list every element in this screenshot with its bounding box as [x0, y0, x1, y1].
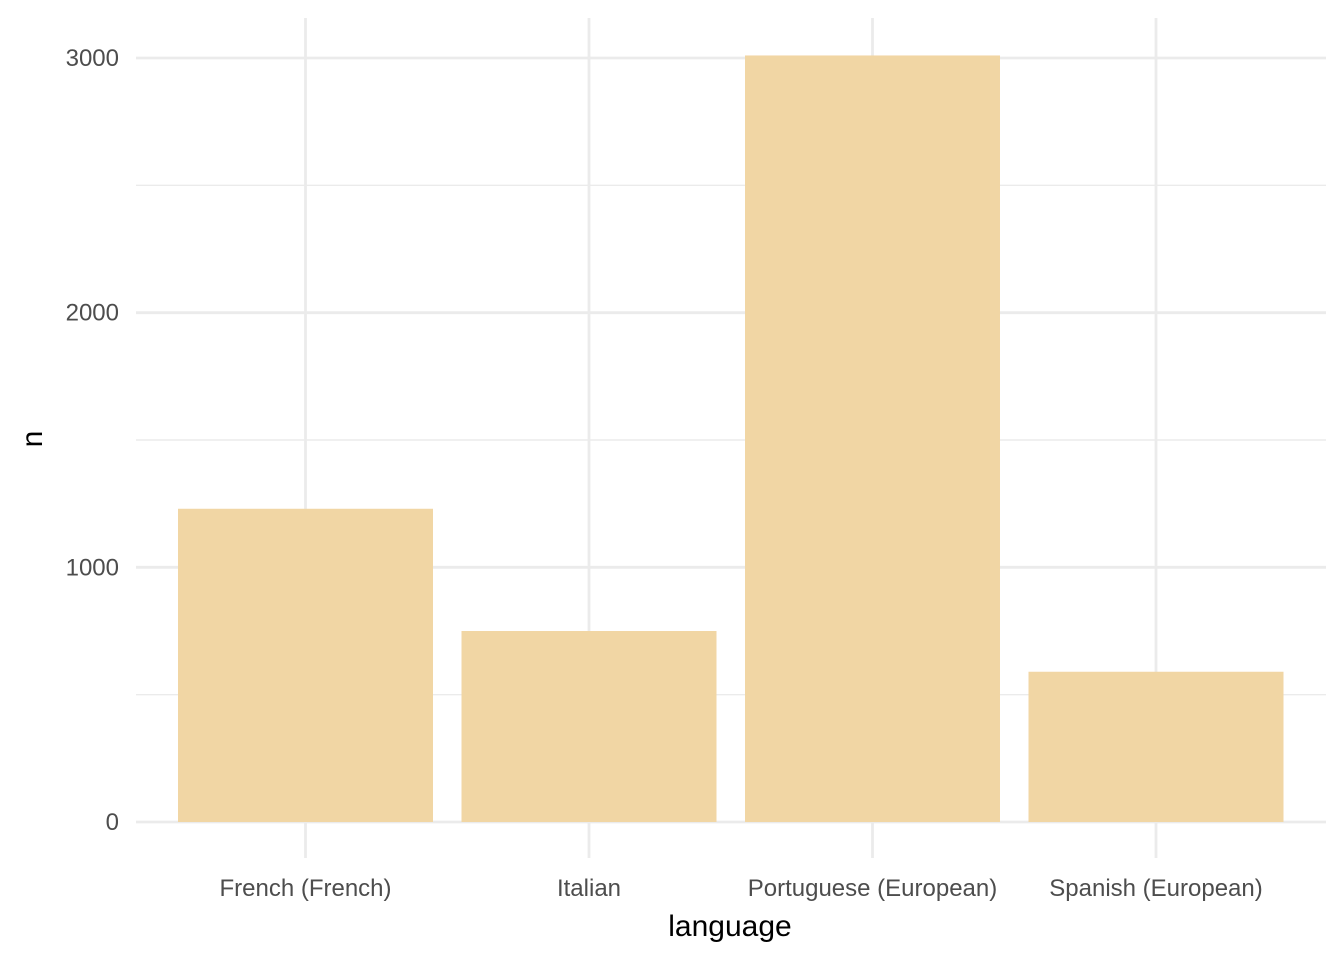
y-tick-label: 3000: [66, 45, 119, 72]
y-tick-labels: 0 1000 2000 3000: [66, 45, 119, 836]
bar-spanish-european: [1028, 671, 1284, 822]
y-tick-label: 2000: [66, 300, 119, 327]
y-axis-title: n: [16, 431, 49, 448]
x-tick-label: French (French): [219, 875, 391, 902]
x-tick-labels: French (French) Italian Portuguese (Europe…: [219, 875, 1262, 902]
y-tick-label: 0: [106, 809, 119, 836]
x-axis-title: language: [668, 910, 791, 943]
x-tick-label: Spanish (European): [1049, 875, 1262, 902]
bar-portuguese-european: [745, 55, 1000, 823]
bar-italian: [461, 631, 717, 822]
x-tick-label: Portuguese (European): [748, 875, 998, 902]
y-tick-label: 1000: [66, 554, 119, 581]
x-tick-label: Italian: [557, 875, 621, 902]
bars: [178, 55, 1284, 823]
bar-french-french: [178, 508, 433, 822]
